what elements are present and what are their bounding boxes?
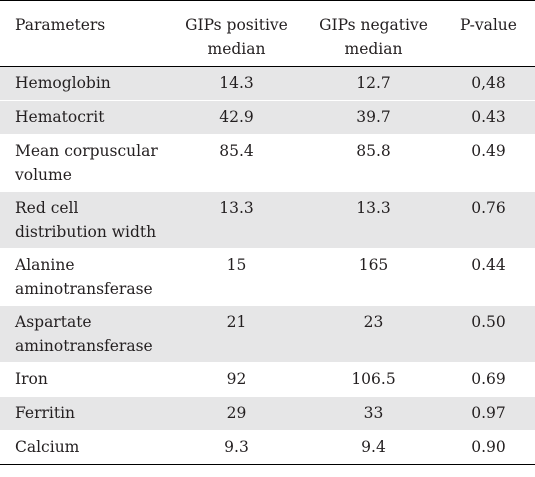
cell-parameter: Red cell distribution width bbox=[15, 199, 157, 241]
cell-p-value: 0.44 bbox=[471, 256, 506, 274]
header-positive-line2: median bbox=[207, 40, 266, 58]
cell-positive-median: 85.4 bbox=[219, 142, 254, 160]
cell-parameter: Ferritin bbox=[15, 404, 76, 422]
cell-parameter: Mean corpuscular volume bbox=[15, 142, 158, 184]
header-parameters: Parameters bbox=[15, 16, 106, 34]
cell-negative-median: 106.5 bbox=[351, 370, 396, 388]
cell-p-value: 0.76 bbox=[471, 199, 506, 217]
cell-p-value: 0,48 bbox=[471, 74, 506, 92]
cell-p-value: 0.97 bbox=[471, 404, 506, 422]
cell-parameter: Hematocrit bbox=[15, 108, 105, 126]
header-row: Parameters GIPs positive median GIPs neg… bbox=[0, 0, 535, 67]
cell-negative-median: 33 bbox=[363, 404, 384, 422]
header-negative-line2: median bbox=[344, 40, 403, 58]
cell-p-value: 0.50 bbox=[471, 313, 506, 331]
cell-negative-median: 13.3 bbox=[356, 199, 391, 217]
cell-parameter: Alanine aminotransferase bbox=[15, 256, 153, 298]
table-row-hemoglobin: Hemoglobin 14.3 12.7 0,48 bbox=[0, 66, 535, 101]
cell-positive-median: 21 bbox=[226, 313, 247, 331]
table-row-alanine-aminotransferase: Alanine aminotransferase 15 165 0.44 bbox=[0, 248, 535, 306]
cell-negative-median: 165 bbox=[358, 256, 389, 274]
cell-parameter: Calcium bbox=[15, 438, 80, 456]
cell-p-value: 0.69 bbox=[471, 370, 506, 388]
header-gips-negative-median: GIPs negative median bbox=[305, 1, 442, 67]
table-row-ferritin: Ferritin 29 33 0.97 bbox=[0, 396, 535, 431]
cell-parameter: Hemoglobin bbox=[15, 74, 111, 92]
table-row-mean-corpuscular-volume: Mean corpuscular volume 85.4 85.8 0.49 bbox=[0, 134, 535, 192]
table-row-iron: Iron 92 106.5 0.69 bbox=[0, 362, 535, 397]
parameters-table: Parameters GIPs positive median GIPs neg… bbox=[0, 0, 535, 465]
cell-positive-median: 42.9 bbox=[219, 108, 254, 126]
cell-parameter: Iron bbox=[15, 370, 48, 388]
cell-negative-median: 23 bbox=[363, 313, 384, 331]
cell-positive-median: 9.3 bbox=[224, 438, 249, 456]
cell-positive-median: 92 bbox=[226, 370, 247, 388]
cell-p-value: 0.90 bbox=[471, 438, 506, 456]
table-row-red-cell-distribution-width: Red cell distribution width 13.3 13.3 0.… bbox=[0, 191, 535, 249]
cell-negative-median: 85.8 bbox=[356, 142, 391, 160]
cell-parameter: Aspartate aminotransferase bbox=[15, 313, 153, 355]
cell-negative-median: 39.7 bbox=[356, 108, 391, 126]
table-row-hematocrit: Hematocrit 42.9 39.7 0.43 bbox=[0, 100, 535, 135]
header-p-value: P-value bbox=[460, 16, 517, 34]
header-negative-line1: GIPs negative bbox=[319, 16, 428, 34]
cell-p-value: 0.49 bbox=[471, 142, 506, 160]
cell-negative-median: 12.7 bbox=[356, 74, 391, 92]
table-row-aspartate-aminotransferase: Aspartate aminotransferase 21 23 0.50 bbox=[0, 305, 535, 363]
cell-positive-median: 15 bbox=[226, 256, 247, 274]
header-gips-positive-median: GIPs positive median bbox=[168, 1, 305, 67]
cell-positive-median: 29 bbox=[226, 404, 247, 422]
table-row-calcium: Calcium 9.3 9.4 0.90 bbox=[0, 430, 535, 465]
table-header: Parameters GIPs positive median GIPs neg… bbox=[0, 0, 535, 67]
header-positive-line1: GIPs positive bbox=[185, 16, 288, 34]
cell-p-value: 0.43 bbox=[471, 108, 506, 126]
table-body: Hemoglobin 14.3 12.7 0,48 Hematocrit 42.… bbox=[0, 66, 535, 465]
cell-positive-median: 14.3 bbox=[219, 74, 254, 92]
cell-negative-median: 9.4 bbox=[361, 438, 386, 456]
cell-positive-median: 13.3 bbox=[219, 199, 254, 217]
